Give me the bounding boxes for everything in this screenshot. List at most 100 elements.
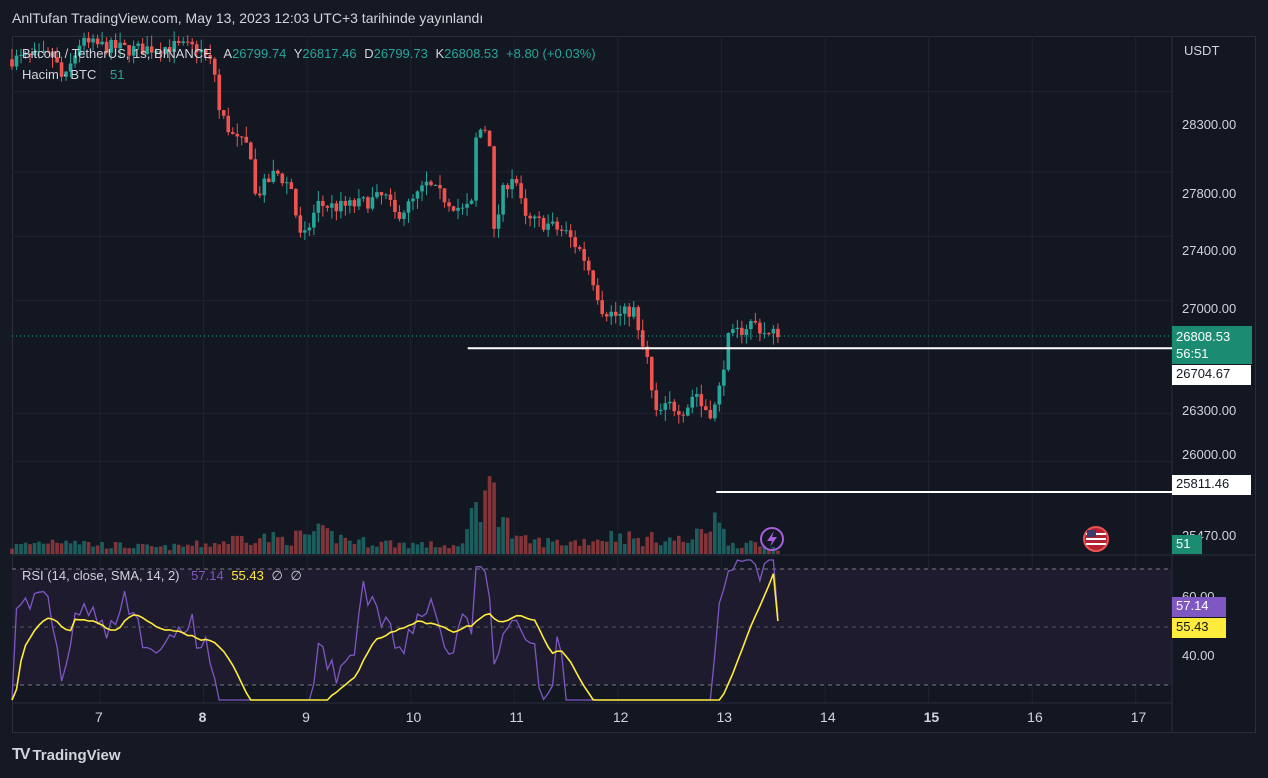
candle-body — [375, 192, 379, 198]
time-tick: 14 — [820, 709, 836, 725]
volume-bar — [82, 540, 86, 554]
volume-bar — [230, 535, 235, 554]
candle-body — [753, 320, 758, 323]
candle-body — [104, 41, 109, 53]
candle-body — [239, 136, 244, 138]
volume-bar — [226, 544, 231, 554]
candle-body — [591, 270, 595, 286]
candle-body — [474, 137, 478, 201]
volume-bar — [753, 542, 758, 554]
volume-bar — [55, 542, 59, 554]
candle-body — [59, 62, 64, 77]
volume-bar — [172, 543, 176, 554]
volume-bar — [595, 539, 600, 554]
volume-bar — [163, 545, 167, 554]
high-label: Y — [293, 46, 303, 61]
volume-bar — [460, 543, 465, 554]
candle-body — [73, 55, 77, 64]
volume-bar — [212, 543, 217, 554]
candle-body — [343, 200, 348, 206]
volume-bar — [537, 537, 541, 554]
candle-body — [451, 206, 456, 211]
candle-body — [50, 51, 55, 58]
candle-body — [185, 41, 190, 43]
candle-body — [731, 329, 735, 334]
rsi-legend: RSI (14, close, SMA, 14, 2) 57.14 55.43 … — [22, 568, 306, 584]
volume-bar — [109, 548, 113, 554]
volume-bar — [23, 542, 28, 554]
candle-body — [361, 197, 366, 199]
candle-body — [663, 403, 668, 410]
volume-bar — [758, 546, 762, 554]
candle-body — [713, 404, 717, 419]
price-tick: 26300.00 — [1182, 403, 1237, 418]
volume-bar — [591, 541, 595, 554]
volume-bar — [465, 529, 469, 554]
candle-body — [190, 41, 195, 45]
candle-body — [735, 327, 740, 330]
candle-body — [722, 369, 726, 386]
volume-bar — [654, 542, 659, 554]
volume-bar — [86, 541, 91, 554]
candle-body — [402, 212, 406, 219]
volume-bar — [609, 530, 614, 554]
time-tick: 12 — [612, 709, 629, 725]
candle-body — [510, 179, 514, 190]
volume-label[interactable]: Hacim · BTC — [22, 67, 97, 82]
volume-bar — [731, 542, 735, 554]
tv-logo-icon: TV — [12, 746, 31, 763]
candle-body — [348, 200, 352, 206]
rsi-label[interactable]: RSI (14, close, SMA, 14, 2) — [22, 568, 180, 583]
candle-body — [420, 185, 424, 192]
volume-bar — [140, 544, 145, 554]
tradingview-logo[interactable]: TV TradingView — [12, 746, 121, 764]
candle-body — [577, 247, 582, 249]
candle-body — [28, 53, 32, 56]
volume-bar — [59, 543, 64, 554]
volume-bar — [681, 541, 686, 554]
volume-legend: Hacim · BTC 51 — [22, 67, 128, 82]
candle-body — [690, 396, 695, 408]
volume-bar — [167, 550, 172, 554]
price-tick: 27800.00 — [1182, 186, 1237, 201]
volume-bar — [447, 548, 451, 554]
candle-body — [600, 300, 605, 315]
candle-body — [631, 307, 636, 317]
volume-bar — [510, 538, 514, 554]
rsi-tick: 40.00 — [1182, 648, 1215, 663]
candle-body — [77, 45, 82, 56]
volume-bar — [568, 541, 573, 554]
volume-bar — [221, 541, 226, 554]
volume-bar — [505, 517, 510, 554]
volume-bar — [767, 548, 771, 554]
candle-body — [762, 333, 767, 335]
candle-body — [771, 328, 776, 334]
candle-body — [393, 199, 397, 213]
candle-body — [604, 314, 609, 317]
candle-body — [595, 285, 600, 301]
volume-bar — [686, 542, 690, 554]
candle-body — [695, 394, 699, 397]
volume-bar — [397, 542, 402, 554]
candle-body — [294, 188, 298, 216]
candle-body — [478, 129, 483, 138]
rsi-sma-tag: 55.43 — [1172, 618, 1226, 638]
lightning-icon[interactable] — [760, 527, 784, 551]
volume-bar — [118, 542, 122, 554]
volume-bar — [370, 545, 375, 554]
candle-body — [740, 327, 744, 335]
candle-body — [442, 188, 447, 203]
candle-body — [109, 39, 113, 53]
low-value: 26799.73 — [373, 46, 428, 61]
volume-bar — [28, 544, 32, 554]
symbol-name[interactable]: Bitcoin / TetherUS, 1s, BINANCE — [22, 46, 212, 61]
us-flag-icon[interactable] — [1083, 526, 1109, 552]
volume-bar — [424, 547, 429, 554]
candle-body — [37, 51, 41, 53]
candle-body — [672, 401, 677, 412]
candle-body — [95, 38, 100, 45]
candle-body — [532, 216, 537, 219]
candle-body — [767, 333, 771, 335]
candle-body — [501, 185, 505, 215]
